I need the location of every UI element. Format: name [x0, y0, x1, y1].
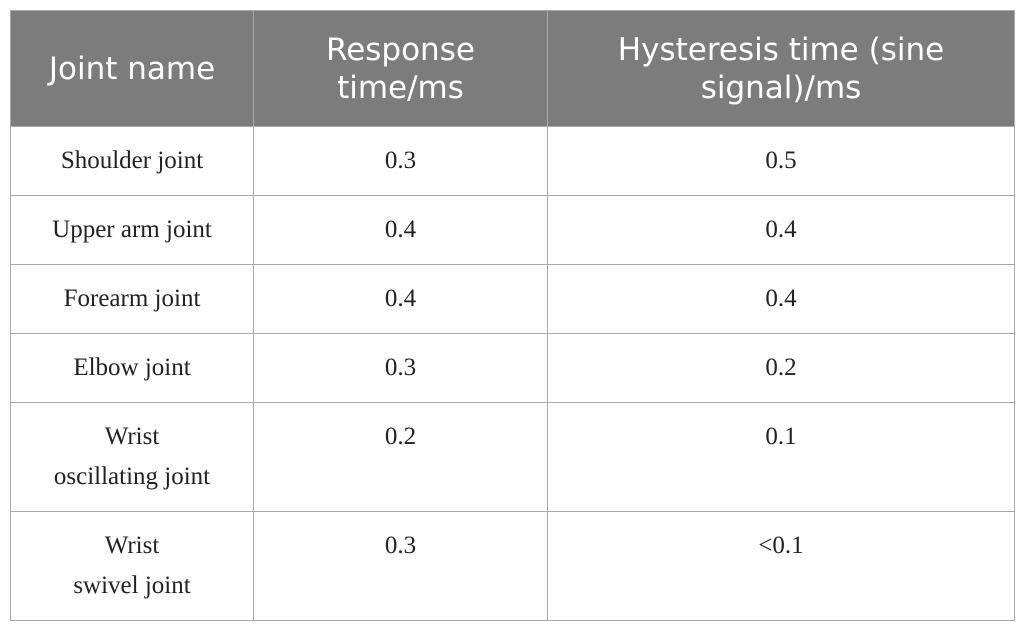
header-row: Joint name Response time/ms Hysteresis t… [10, 10, 1015, 127]
response-time-cell: 0.3 [253, 333, 548, 403]
response-time-cell: 0.4 [253, 195, 548, 265]
response-time-cell: 0.3 [253, 511, 548, 621]
header-joint-name-line1: Joint name [48, 50, 216, 87]
joint-name-line1: Shoulder joint [60, 147, 204, 174]
header-hysteresis-time-line2: signal)/ms [700, 69, 862, 106]
table-row: Upper arm joint 0.4 0.4 [10, 195, 1015, 265]
table-row: Forearm joint 0.4 0.4 [10, 264, 1015, 334]
table-body: Shoulder joint 0.3 0.5 Upper arm joint 0… [10, 126, 1015, 621]
header-hysteresis-time-line1: Hysteresis time (sine [617, 31, 945, 68]
response-time-cell: 0.2 [253, 402, 548, 512]
joint-name-line1: Forearm joint [63, 285, 201, 312]
joint-name-line1: Elbow joint [73, 354, 191, 381]
hysteresis-time-cell: 0.5 [547, 126, 1015, 196]
joint-name-line2: oscillating joint [53, 463, 211, 490]
hysteresis-time-cell: 0.4 [547, 195, 1015, 265]
hysteresis-time-cell: 0.1 [547, 402, 1015, 512]
joint-name-line1: Wrist [104, 423, 160, 450]
joint-name-cell: Wrist swivel joint [10, 511, 254, 621]
joint-name-line2: swivel joint [73, 572, 191, 599]
hysteresis-time-cell: 0.4 [547, 264, 1015, 334]
table-header: Joint name Response time/ms Hysteresis t… [10, 10, 1015, 127]
table-row: Wrist oscillating joint 0.2 0.1 [10, 402, 1015, 512]
joint-name-line1: Upper arm joint [52, 216, 212, 243]
header-joint-name: Joint name [10, 10, 254, 127]
header-response-time-line1: Response [326, 31, 475, 68]
joint-name-cell: Wrist oscillating joint [10, 402, 254, 512]
table-row: Wrist swivel joint 0.3 <0.1 [10, 511, 1015, 621]
hysteresis-time-cell: <0.1 [547, 511, 1015, 621]
joint-name-cell: Forearm joint [10, 264, 254, 334]
joint-name-cell: Upper arm joint [10, 195, 254, 265]
response-time-cell: 0.4 [253, 264, 548, 334]
joint-timing-table: Joint name Response time/ms Hysteresis t… [10, 10, 1015, 621]
table-row: Elbow joint 0.3 0.2 [10, 333, 1015, 403]
header-response-time: Response time/ms [253, 10, 548, 127]
header-response-time-line2: time/ms [337, 69, 464, 106]
response-time-cell: 0.3 [253, 126, 548, 196]
hysteresis-time-cell: 0.2 [547, 333, 1015, 403]
joint-name-line1: Wrist [104, 532, 160, 559]
data-table-container: Joint name Response time/ms Hysteresis t… [10, 10, 1015, 621]
joint-name-cell: Shoulder joint [10, 126, 254, 196]
table-row: Shoulder joint 0.3 0.5 [10, 126, 1015, 196]
joint-name-cell: Elbow joint [10, 333, 254, 403]
header-hysteresis-time: Hysteresis time (sine signal)/ms [547, 10, 1015, 127]
